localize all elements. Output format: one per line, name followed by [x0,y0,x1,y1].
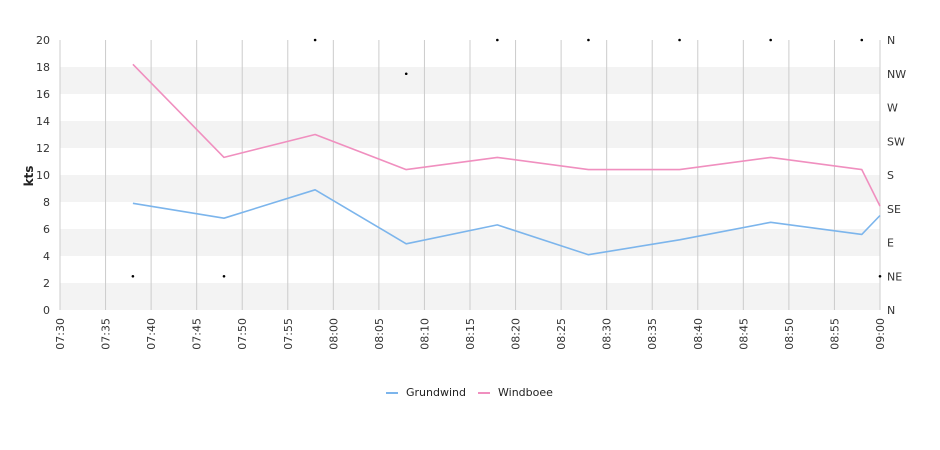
x-tick-label: 08:05 [373,318,386,350]
direction-marker [313,38,317,42]
direction-markers [131,38,882,278]
legend-label: Grundwind [406,386,466,399]
x-tick-label: 07:35 [100,318,113,350]
direction-tick-label: W [887,102,898,115]
y-tick-label: 20 [36,34,50,47]
y-tick-label: 0 [43,304,50,317]
x-tick-label: 08:15 [464,318,477,350]
y-tick-label: 4 [43,250,50,263]
vertical-gridlines [59,40,881,310]
direction-marker [131,274,135,278]
direction-tick-label: NE [887,270,902,283]
x-tick-label: 08:35 [646,318,659,350]
direction-tick-label: SE [887,203,901,216]
direction-axis-ticks: N NE E SE S SW W NW N [887,34,906,317]
x-tick-label: 08:10 [418,318,431,350]
direction-tick-label: N [887,34,895,47]
y-tick-label: 14 [36,115,50,128]
x-tick-label: 09:00 [874,318,887,350]
x-tick-label: 08:20 [510,318,523,350]
x-tick-label: 08:40 [692,318,705,350]
direction-marker [769,38,772,42]
direction-tick-label: N [887,304,895,317]
x-tick-label: 07:55 [282,318,295,350]
legend-item-windboee[interactable]: Windboee [478,386,553,399]
legend-item-grundwind[interactable]: Grundwind [386,386,466,399]
series-line-windboee [132,63,881,207]
x-tick-label: 07:50 [236,318,249,350]
y-tick-label: 8 [43,196,50,209]
direction-marker [878,274,882,278]
direction-tick-label: S [887,169,894,182]
x-tick-label: 07:30 [54,318,67,350]
y-tick-label: 6 [43,223,50,236]
x-tick-label: 08:55 [828,318,841,350]
y-axis-title: kts [22,166,36,187]
x-tick-label: 08:00 [327,318,340,350]
x-tick-label: 07:40 [145,318,158,350]
y-tick-label: 12 [36,142,50,155]
series-lines [132,63,881,256]
legend-label: Windboee [498,386,553,399]
y-axis-ticks: 0 2 4 6 8 10 12 14 16 18 20 [36,34,50,317]
direction-tick-label: E [887,237,894,250]
direction-marker [678,38,681,42]
y-tick-label: 10 [36,169,50,182]
y-tick-label: 16 [36,88,50,101]
x-tick-label: 08:50 [783,318,796,350]
y-tick-label: 2 [43,277,50,290]
y-tick-label: 18 [36,61,50,74]
legend[interactable]: Grundwind Windboee [386,386,553,399]
x-axis-ticks: 07:30 07:35 07:40 07:45 07:50 07:55 08:00 08:05… [54,318,887,350]
series-line-grundwind [132,189,881,256]
direction-marker [496,38,499,42]
x-tick-label: 08:25 [555,318,568,350]
direction-marker [222,274,226,278]
direction-marker [404,72,408,76]
direction-marker [860,38,864,42]
direction-marker [587,38,590,42]
x-tick-label: 08:30 [601,318,614,350]
direction-tick-label: SW [887,135,905,148]
x-tick-label: 08:45 [737,318,750,350]
x-tick-label: 07:45 [191,318,204,350]
direction-tick-label: NW [887,68,906,81]
